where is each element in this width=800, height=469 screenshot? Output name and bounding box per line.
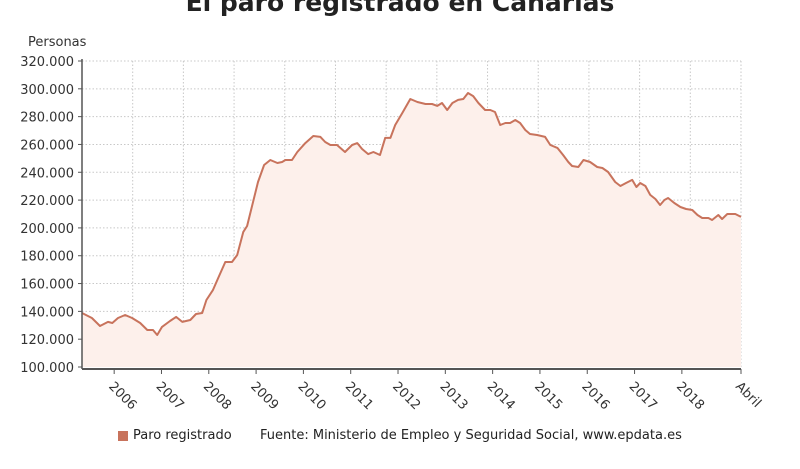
x-tick-label: 2010 xyxy=(295,379,329,413)
y-tick-label: 240.000 xyxy=(20,166,74,181)
x-tick-label: 2014 xyxy=(484,379,518,413)
x-tick-label: 2012 xyxy=(389,379,423,413)
legend-swatch xyxy=(118,430,128,441)
x-tick-label: 2007 xyxy=(153,379,187,413)
series-line-paro-registrado xyxy=(81,92,742,336)
chart-title: El paro registrado en Canarias xyxy=(185,0,615,17)
source-note: Fuente: Ministerio de Empleo y Seguridad… xyxy=(260,428,682,443)
y-axis-label: Personas xyxy=(28,35,87,50)
y-tick-label: 200.000 xyxy=(20,222,74,237)
x-tick-label: 2008 xyxy=(200,379,234,413)
legend-label: Paro registrado xyxy=(133,428,232,443)
x-tick-label: 2013 xyxy=(436,379,470,413)
x-tick-label: 2006 xyxy=(105,379,139,413)
x-tick-label: 2018 xyxy=(673,379,707,413)
y-tick-label: 120.000 xyxy=(20,333,74,348)
y-tick-label: 280.000 xyxy=(20,111,74,126)
series-area-fill xyxy=(82,93,741,367)
y-tick-label: 300.000 xyxy=(20,83,74,98)
x-tick-label: 2009 xyxy=(247,379,281,413)
x-tick-label: 2017 xyxy=(626,379,660,413)
x-tick-label: 2016 xyxy=(578,379,612,413)
y-tick-label: 320.000 xyxy=(20,55,74,70)
x-tick-label: Abril xyxy=(732,379,764,411)
y-tick-label: 160.000 xyxy=(20,278,74,293)
x-tick-label: 2011 xyxy=(342,379,376,413)
legend-item-paro-registrado: Paro registrado xyxy=(118,428,232,443)
y-tick-label: 260.000 xyxy=(20,138,74,153)
x-tick-label: 2015 xyxy=(531,379,565,413)
y-tick-label: 220.000 xyxy=(20,194,74,209)
y-tick-label: 180.000 xyxy=(20,250,74,265)
y-tick-label: 100.000 xyxy=(20,361,74,376)
y-tick-label: 140.000 xyxy=(20,305,74,320)
